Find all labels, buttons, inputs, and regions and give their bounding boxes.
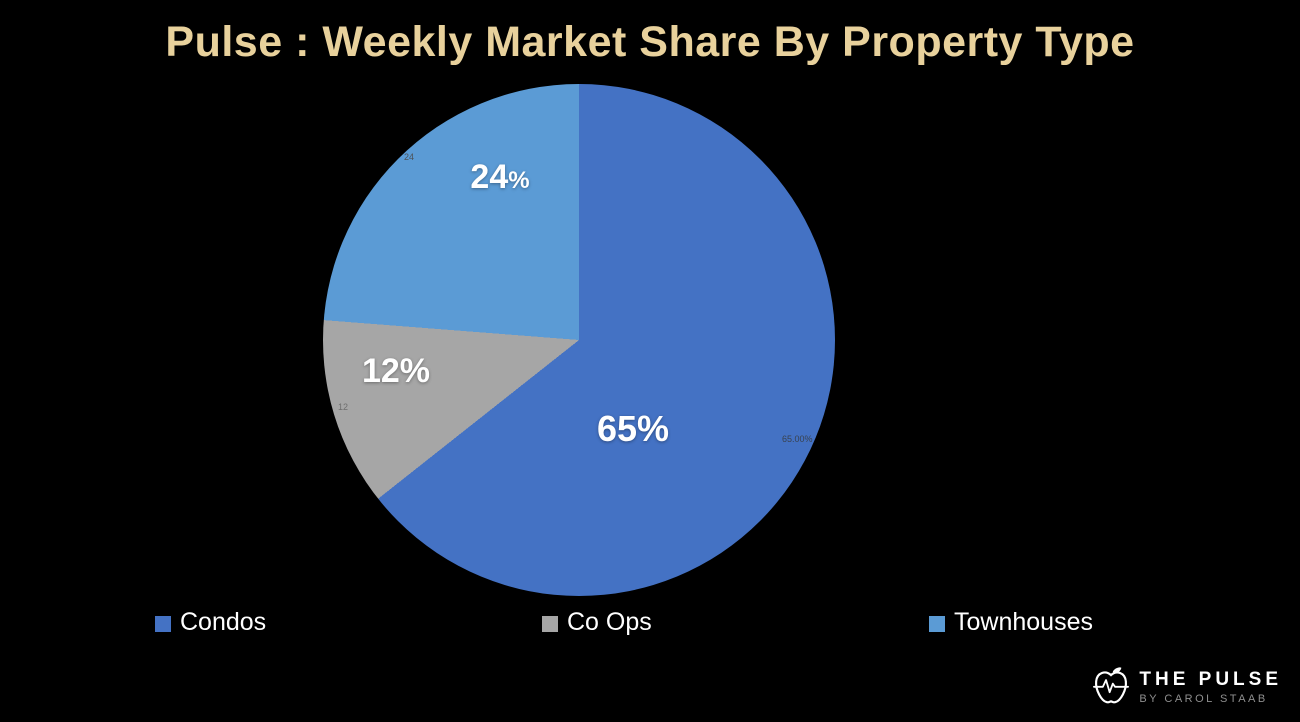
artifact-label-coops: 12	[338, 402, 349, 412]
legend-item-coops: Co Ops	[542, 608, 652, 637]
pulse-logo: THE PULSE BY CAROL STAAB	[1093, 665, 1282, 710]
artifact-label-condos: 65.00%	[782, 434, 813, 444]
legend-label-condos: Condos	[180, 608, 267, 636]
legend-label-coops: Co Ops	[567, 608, 652, 636]
logo-name: THE PULSE	[1139, 669, 1282, 691]
pie-chart	[323, 84, 835, 596]
artifact-label-townhouses: 24	[404, 152, 415, 162]
legend-label-townhouses: Townhouses	[954, 608, 1093, 636]
legend-swatch-townhouses	[929, 615, 945, 632]
legend-swatch-condos	[155, 615, 171, 632]
apple-pulse-icon	[1093, 665, 1130, 710]
legend-item-townhouses: Townhouses	[929, 608, 1093, 637]
legend-item-condos: Condos	[155, 608, 266, 637]
slice-label-condos: 65%	[596, 408, 670, 449]
chart-title: Pulse : Weekly Market Share By Property …	[165, 18, 1135, 66]
slice-label-townhouses-value: 24	[470, 158, 509, 196]
logo-text: THE PULSE BY CAROL STAAB	[1139, 669, 1282, 705]
slice-label-townhouses: 24%	[452, 158, 548, 197]
logo-tagline: BY CAROL STAAB	[1139, 692, 1268, 705]
legend: Condos Co Ops Townhouses	[0, 608, 1300, 644]
slice-label-coops: 12%	[361, 352, 431, 390]
slice-label-townhouses-percent-sign: %	[508, 167, 530, 194]
legend-swatch-coops	[542, 615, 558, 632]
